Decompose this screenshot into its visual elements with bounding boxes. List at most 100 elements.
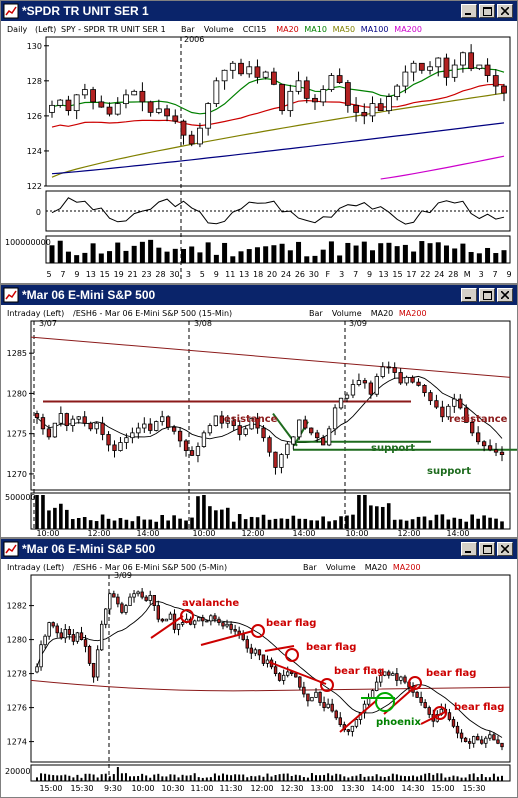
maximize-button[interactable] [479, 542, 495, 556]
volume-bar [323, 774, 326, 781]
volume-bar [148, 519, 153, 529]
candle-body [480, 739, 484, 744]
legend-item: MA200 [399, 309, 427, 318]
minimize-button[interactable] [461, 4, 477, 18]
volume-bar [222, 773, 224, 781]
candle-body [213, 80, 220, 105]
legend-item: MA20 [276, 25, 299, 34]
volume-bar [82, 252, 88, 263]
volume-bar [92, 774, 95, 781]
candle-body [136, 427, 141, 434]
volume-bar [343, 776, 346, 781]
candle-body [132, 593, 136, 598]
moving-average-ma20 [51, 83, 505, 128]
candle-body [55, 625, 59, 634]
volume-bar [468, 774, 471, 781]
volume-bar [173, 774, 176, 781]
volume-bar [250, 775, 253, 781]
titlebar[interactable]: *Mar 06 E-Mini S&P 500 [1, 539, 517, 559]
close-icon [501, 291, 509, 299]
titlebar[interactable]: *Mar 06 E-Mini S&P 500 [1, 285, 517, 305]
candle-body [374, 681, 379, 691]
candle-body [155, 108, 162, 113]
candle-body [493, 449, 499, 453]
volume-bar [422, 516, 427, 529]
candle-body [100, 422, 105, 435]
pane-border [45, 36, 511, 187]
maximize-button[interactable] [479, 288, 495, 302]
chart-canvas[interactable]: Intraday (Left) /ESH6 - Mar 06 E-Mini S&… [1, 305, 517, 537]
volume-bar [328, 241, 334, 263]
candle-body [279, 454, 284, 468]
close-button[interactable] [497, 4, 513, 18]
candle-body [294, 673, 298, 678]
volume-bar [197, 252, 203, 263]
close-button[interactable] [497, 288, 513, 302]
x-tick-label: 11:00 [190, 784, 213, 793]
volume-bar [359, 773, 362, 781]
volume-bar [460, 243, 466, 263]
ma200-line [30, 679, 511, 692]
candle-body [213, 615, 217, 620]
volume-bar [320, 249, 326, 263]
titlebar[interactable]: *SPDR TR UNIT SER 1 [1, 1, 517, 21]
volume-bar [52, 775, 55, 781]
volume-bar [484, 777, 487, 781]
candle-body [112, 593, 116, 598]
candle-body [152, 595, 156, 607]
close-button[interactable] [497, 542, 513, 556]
volume-bar [327, 521, 331, 529]
candle-body [499, 451, 505, 455]
candle-body [197, 127, 203, 145]
candle-body [237, 425, 242, 435]
annotation-bear-flag: bear flag [266, 618, 316, 629]
volume-bar [172, 248, 178, 263]
signal-circle [180, 609, 194, 623]
candle-body [434, 400, 439, 408]
volume-bar [234, 774, 237, 781]
volume-bar [456, 776, 459, 781]
candle-body [427, 707, 431, 715]
candle-body [314, 691, 318, 698]
flag-trendline [200, 630, 254, 646]
candle-body [309, 427, 314, 434]
legend-item: Bar [303, 563, 317, 572]
chart-canvas[interactable]: Intraday (Left) /ESH6 - Mar 06 E-Mini S&… [1, 559, 517, 797]
candle-body [440, 406, 445, 418]
maximize-icon [482, 544, 492, 554]
candle-body [172, 115, 179, 122]
candle-body [257, 649, 262, 656]
window-es-5min: *Mar 06 E-Mini S&P 500 Intraday (Left) /… [0, 538, 518, 798]
chart-canvas[interactable]: Daily (Left) SPY - SPDR TR UNIT SER 1 Ba… [1, 21, 517, 283]
x-tick-label: 30 [169, 270, 179, 279]
volume-bar [287, 250, 293, 263]
candle-body [71, 634, 76, 642]
x-tick-label: 14:00 [371, 784, 394, 793]
candle-body [447, 712, 452, 720]
annotation-support: support [371, 443, 415, 454]
candle-body [87, 646, 92, 664]
candle-body [459, 732, 464, 739]
candle-body [392, 367, 397, 373]
minimize-button[interactable] [461, 542, 477, 556]
volume-bar [231, 521, 236, 529]
candle-body [52, 422, 58, 438]
volume-bar [440, 773, 443, 781]
volume-bar [448, 776, 451, 781]
maximize-button[interactable] [479, 4, 495, 18]
candle-body [59, 632, 63, 639]
header-items: Bar Volume CCI15 MA20 MA10 MA50 MA100 MA200 [181, 25, 422, 34]
candle-body [261, 427, 266, 439]
x-tick-label: 22 [420, 270, 430, 279]
volume-bar [321, 516, 325, 529]
candle-body [76, 416, 81, 420]
indicator-zero-label: 0 [36, 208, 41, 217]
volume-bar [254, 776, 257, 781]
volume-bar [279, 243, 285, 263]
minimize-button[interactable] [461, 288, 477, 302]
volume-bar [378, 243, 384, 263]
volume-bar [180, 248, 186, 263]
symbol-label: SPY - SPDR TR UNIT SER 1 [61, 25, 166, 34]
candle-body [315, 432, 320, 439]
